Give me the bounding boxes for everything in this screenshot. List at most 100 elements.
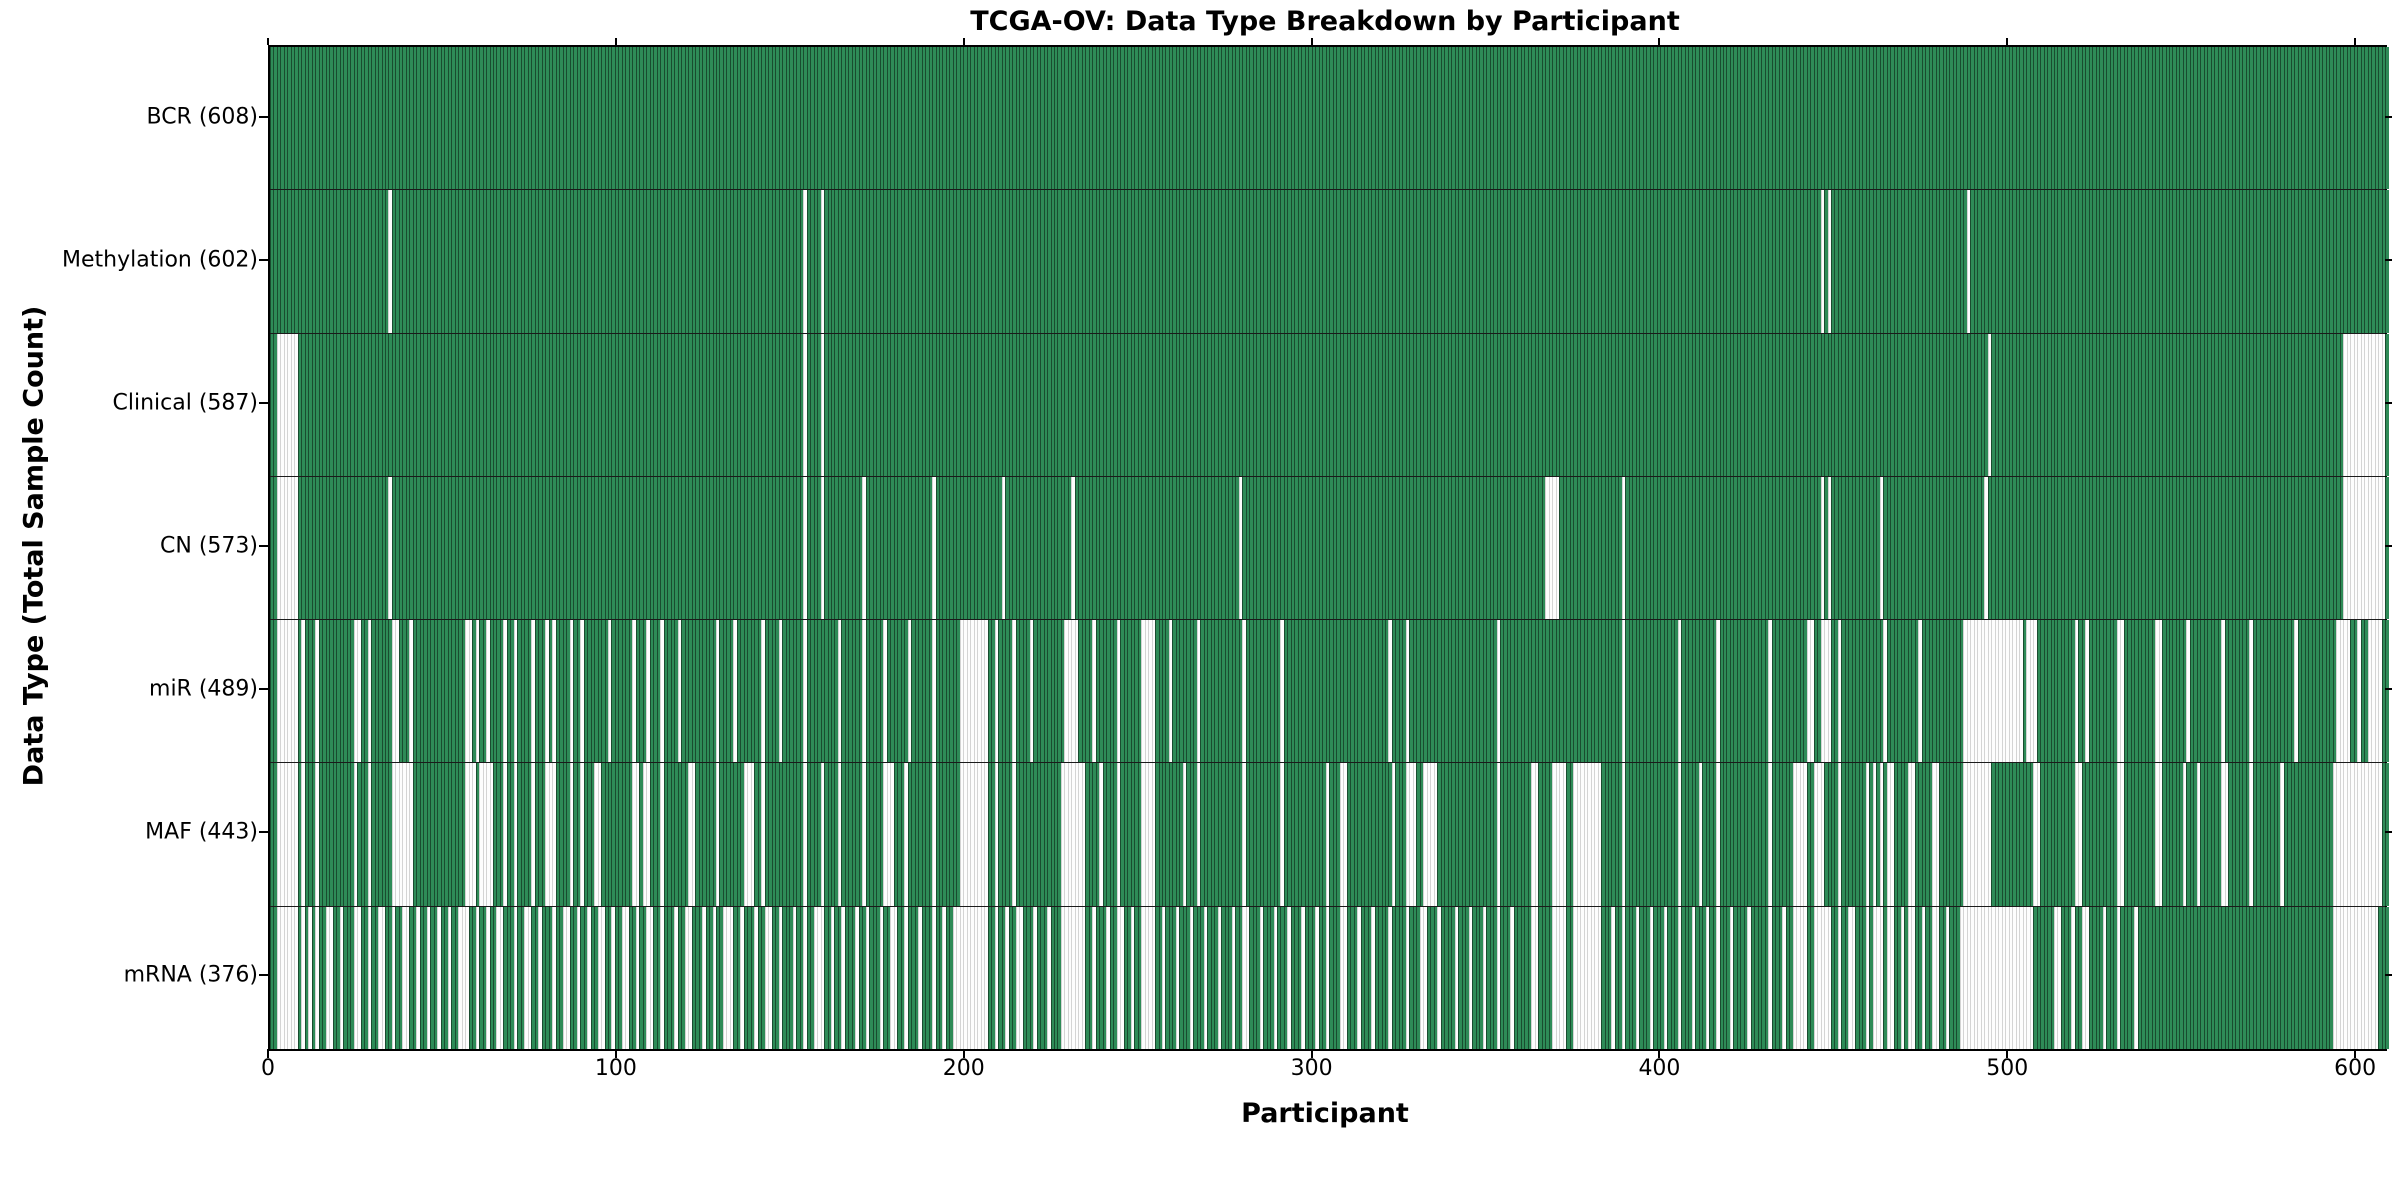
cell-present [1165, 333, 1169, 476]
y-tick-mark [2385, 688, 2392, 691]
cell-present [1322, 763, 1326, 906]
cell-present [1566, 906, 1570, 1049]
cell-present [1263, 333, 1267, 476]
cell-present [2155, 47, 2159, 190]
cell-present [1869, 906, 1873, 1049]
cell-absent [635, 763, 640, 906]
cell-present [559, 763, 563, 906]
cell-present [1973, 476, 1978, 620]
cell-absent [1824, 620, 1828, 763]
cell-present [1475, 190, 1480, 333]
cell-present [1935, 190, 1940, 333]
cell-present [621, 763, 626, 906]
cell-present [625, 620, 629, 763]
cell-present [1775, 906, 1779, 1049]
cell-absent [1820, 763, 1825, 906]
cell-present [1026, 190, 1030, 333]
cell-present [346, 763, 351, 906]
cell-present [921, 763, 926, 906]
cell-present [2238, 476, 2243, 620]
cell-present [395, 476, 399, 620]
cell-present [2329, 906, 2333, 1049]
cell-present [329, 763, 333, 906]
cell-present [1067, 333, 1072, 476]
cell-present [1754, 906, 1758, 1049]
cell-present [2054, 763, 2058, 906]
y-tick-mark [2385, 974, 2392, 977]
cell-present [1252, 476, 1257, 620]
cell-present [2102, 190, 2107, 333]
cell-present [1113, 190, 1117, 333]
cell-present [2005, 476, 2009, 620]
cell-present [1479, 333, 1483, 476]
cell-present [2175, 906, 2180, 1049]
cell-present [1942, 620, 1946, 763]
cell-present [451, 763, 455, 906]
cell-present [2231, 190, 2236, 333]
cell-present [1336, 906, 1340, 1049]
cell-present [1193, 620, 1197, 763]
cell-absent [2350, 906, 2354, 1049]
cell-present [670, 763, 675, 906]
cell-present [729, 190, 734, 333]
cell-present [482, 906, 487, 1049]
cell-absent [1621, 763, 1626, 906]
cell-absent [1792, 763, 1797, 906]
cell-present [1134, 763, 1138, 906]
cell-absent [841, 906, 845, 1049]
cell-present [642, 190, 647, 333]
cell-present [674, 333, 678, 476]
cell-present [2172, 47, 2176, 190]
cell-present [1440, 333, 1445, 476]
cell-present [566, 620, 570, 763]
cell-present [1402, 47, 1406, 190]
cell-present [2109, 47, 2114, 190]
cell-absent [1534, 906, 1539, 1049]
cell-present [1837, 190, 1842, 333]
cell-present [465, 333, 469, 476]
cell-present [1440, 763, 1445, 906]
cell-present [1409, 620, 1413, 763]
cell-present [625, 190, 629, 333]
cell-present [2385, 476, 2389, 620]
cell-present [1468, 47, 1473, 190]
cell-present [1151, 47, 1156, 190]
cell-present [2235, 333, 2239, 476]
cell-present [1684, 333, 1689, 476]
cell-present [925, 763, 929, 906]
cell-present [350, 620, 354, 763]
cell-absent [1907, 906, 1912, 1049]
cell-absent [475, 906, 480, 1049]
cell-present [402, 333, 406, 476]
cell-present [2071, 190, 2075, 333]
cell-present [1458, 620, 1462, 763]
cell-absent [601, 906, 605, 1049]
cell-present [1827, 333, 1831, 476]
cell-present [384, 333, 389, 476]
cell-present [1123, 906, 1128, 1049]
cell-present [1695, 333, 1699, 476]
cell-present [1078, 47, 1082, 190]
cell-present [796, 190, 800, 333]
cell-present [632, 190, 636, 333]
cell-absent [2081, 906, 2086, 1049]
cell-absent [642, 763, 647, 906]
cell-present [1562, 476, 1567, 620]
cell-present [2235, 47, 2239, 190]
cell-absent [1890, 906, 1894, 1049]
cell-absent [1552, 763, 1556, 906]
cell-present [1879, 190, 1884, 333]
cell-present [1329, 620, 1333, 763]
cell-present [771, 763, 776, 906]
cell-present [1576, 620, 1581, 763]
cell-present [1235, 763, 1239, 906]
cell-present [1824, 333, 1828, 476]
cell-present [743, 476, 748, 620]
cell-present [357, 190, 361, 333]
cell-present [1472, 47, 1476, 190]
cell-present [1939, 47, 1943, 190]
cell-present [1276, 333, 1281, 476]
cell-present [984, 476, 988, 620]
cell-absent [1148, 906, 1152, 1049]
cell-present [374, 333, 379, 476]
